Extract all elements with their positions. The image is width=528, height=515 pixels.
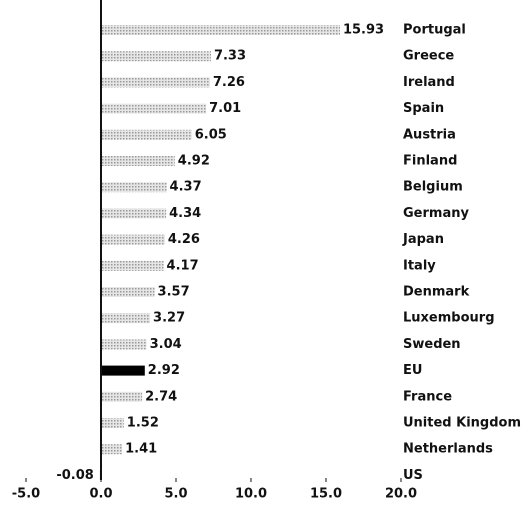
category-label: Denmark: [403, 285, 470, 300]
bar: [101, 129, 192, 140]
bar: [101, 25, 340, 35]
category-label: Belgium: [403, 180, 463, 195]
value-label: 3.04: [150, 337, 182, 352]
bar: [101, 234, 165, 245]
value-label: 7.26: [213, 75, 245, 90]
value-label: 3.57: [158, 285, 190, 300]
value-label: 4.92: [178, 154, 210, 169]
value-label: 3.27: [153, 311, 185, 326]
bar: [101, 182, 167, 193]
value-label: 2.92: [148, 363, 180, 378]
category-label: Luxembourg: [403, 311, 495, 326]
bar: [101, 260, 164, 271]
x-tick-label: 20.0: [385, 487, 417, 502]
value-label: 4.26: [168, 232, 200, 247]
category-label: Ireland: [403, 75, 455, 90]
category-label: Greece: [403, 49, 454, 64]
bar: [101, 156, 175, 166]
bar: [101, 339, 147, 350]
category-label: Netherlands: [403, 442, 493, 457]
category-label: United Kingdom: [403, 416, 521, 431]
bar: [101, 287, 155, 297]
category-label: Sweden: [403, 337, 461, 352]
category-label: US: [403, 468, 423, 483]
x-tick-label: -5.0: [12, 487, 40, 502]
x-tick-label: 15.0: [310, 487, 342, 502]
category-label: Spain: [403, 101, 444, 116]
bar: [101, 208, 167, 219]
category-label: France: [403, 389, 452, 404]
value-label: 15.93: [343, 23, 384, 38]
bar: [101, 418, 124, 428]
value-label: 4.37: [170, 180, 202, 195]
category-label: Finland: [403, 154, 457, 169]
value-label: -0.08: [56, 468, 93, 483]
category-label: Portugal: [403, 23, 466, 38]
value-label: 1.41: [125, 442, 157, 457]
bar: [101, 391, 143, 402]
bar: [101, 365, 145, 376]
value-label: 7.01: [209, 101, 241, 116]
bar: [101, 313, 151, 324]
value-label: 2.74: [145, 389, 177, 404]
value-label: 4.34: [169, 206, 201, 221]
bar: [101, 444, 123, 455]
value-label: 4.17: [167, 258, 199, 273]
category-label: Germany: [403, 206, 469, 221]
category-label: Italy: [403, 258, 436, 273]
category-label: Japan: [402, 232, 444, 247]
bar: [101, 103, 207, 114]
x-tick-label: 10.0: [235, 487, 267, 502]
value-label: 6.05: [195, 127, 227, 142]
bar: [101, 77, 210, 88]
value-label: 1.52: [127, 416, 159, 431]
bar: [101, 51, 211, 62]
value-label: 7.33: [214, 49, 246, 64]
x-tick-label: 5.0: [164, 487, 187, 502]
category-label: Austria: [403, 127, 456, 142]
category-label: EU: [403, 363, 422, 378]
x-tick-label: 0.0: [89, 487, 112, 502]
